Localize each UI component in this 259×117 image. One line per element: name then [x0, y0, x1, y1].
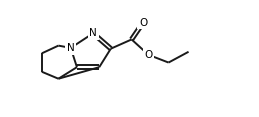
Text: N: N [89, 28, 97, 38]
Text: O: O [139, 18, 147, 27]
Text: O: O [145, 50, 153, 60]
Text: N: N [67, 43, 75, 53]
